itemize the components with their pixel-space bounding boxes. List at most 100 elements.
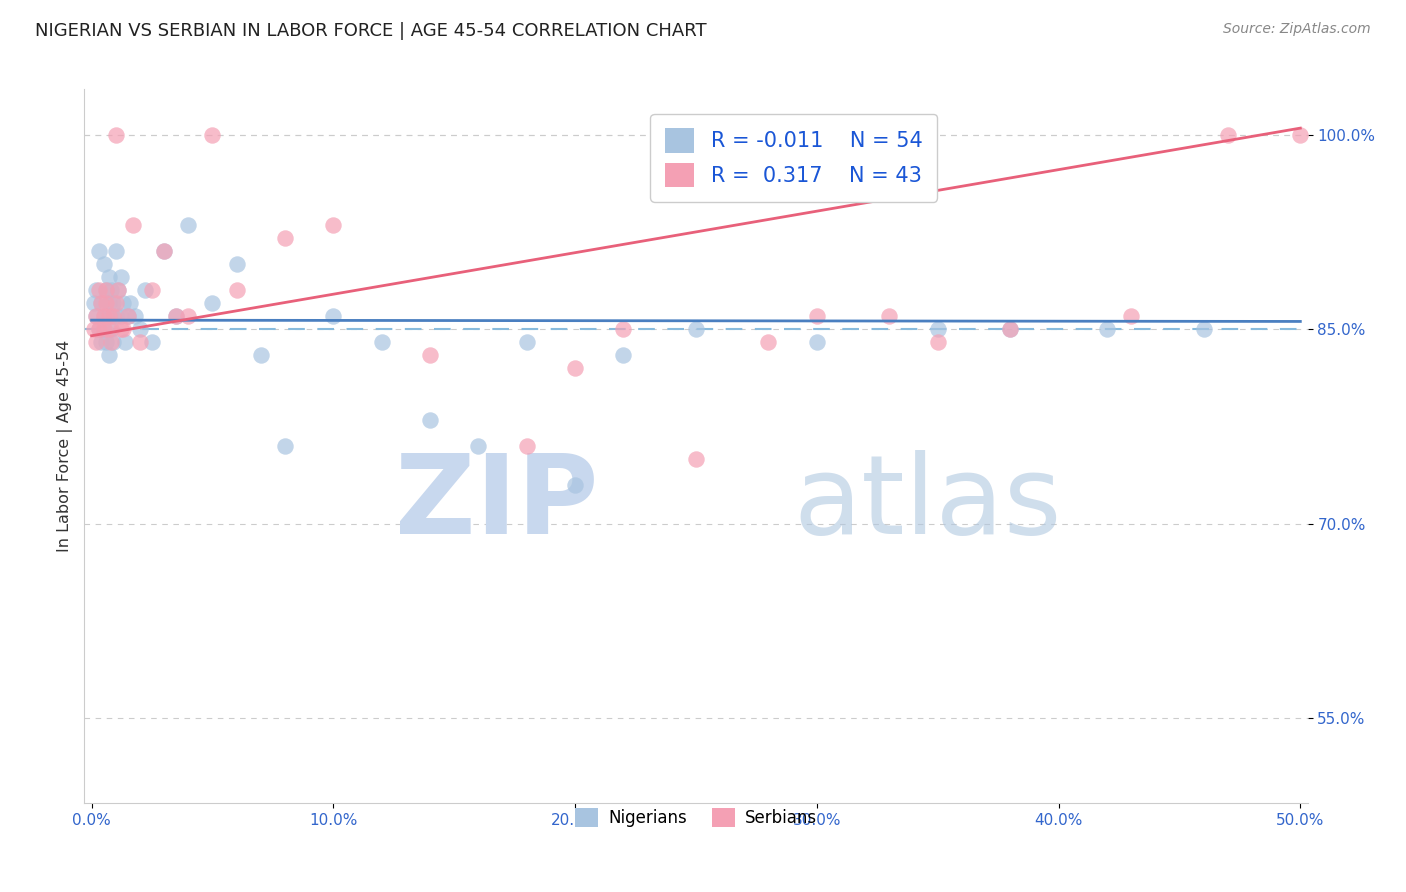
Point xyxy=(1216,128,1239,142)
Point xyxy=(806,335,828,350)
Point xyxy=(86,335,108,350)
Point xyxy=(117,310,139,324)
Point xyxy=(564,478,586,492)
Point xyxy=(90,335,112,350)
Point xyxy=(141,283,163,297)
Point xyxy=(120,296,142,310)
Point xyxy=(110,322,132,336)
Point xyxy=(97,322,120,336)
Point xyxy=(1000,322,1022,336)
Point xyxy=(322,219,344,233)
Point xyxy=(685,322,707,336)
Point xyxy=(516,439,538,453)
Point xyxy=(86,310,108,324)
Legend: Nigerians, Serbians: Nigerians, Serbians xyxy=(568,801,824,834)
Point xyxy=(612,322,634,336)
Point xyxy=(112,322,135,336)
Point xyxy=(177,219,200,233)
Point xyxy=(93,310,115,324)
Point xyxy=(927,322,949,336)
Point xyxy=(685,452,707,467)
Point xyxy=(83,296,105,310)
Point xyxy=(87,322,110,336)
Point xyxy=(104,310,127,324)
Point xyxy=(93,310,115,324)
Point xyxy=(97,296,120,310)
Point xyxy=(121,219,143,233)
Point xyxy=(104,128,127,142)
Point xyxy=(225,283,247,297)
Point xyxy=(250,348,273,362)
Point xyxy=(165,310,187,324)
Point xyxy=(927,335,949,350)
Point xyxy=(100,310,122,324)
Point xyxy=(100,322,122,336)
Point xyxy=(225,257,247,271)
Point xyxy=(97,310,120,324)
Point xyxy=(97,348,120,362)
Point xyxy=(93,257,115,271)
Point xyxy=(83,322,105,336)
Point xyxy=(322,310,344,324)
Point xyxy=(419,348,441,362)
Point xyxy=(879,310,901,324)
Point xyxy=(86,283,108,297)
Point xyxy=(107,283,129,297)
Point xyxy=(516,335,538,350)
Point xyxy=(94,296,117,310)
Point xyxy=(117,310,139,324)
Point xyxy=(107,283,129,297)
Point xyxy=(177,310,200,324)
Point xyxy=(114,335,136,350)
Point xyxy=(1095,322,1118,336)
Point xyxy=(165,310,187,324)
Point xyxy=(1000,322,1022,336)
Point xyxy=(274,439,297,453)
Point xyxy=(110,270,132,285)
Y-axis label: In Labor Force | Age 45-54: In Labor Force | Age 45-54 xyxy=(58,340,73,552)
Point xyxy=(201,128,224,142)
Point xyxy=(93,322,115,336)
Point xyxy=(104,296,127,310)
Point xyxy=(129,322,152,336)
Text: atlas: atlas xyxy=(794,450,1063,557)
Point xyxy=(100,335,122,350)
Point xyxy=(1192,322,1215,336)
Point xyxy=(1119,310,1142,324)
Point xyxy=(201,296,224,310)
Point xyxy=(90,296,112,310)
Point xyxy=(94,283,117,297)
Text: Source: ZipAtlas.com: Source: ZipAtlas.com xyxy=(1223,22,1371,37)
Point xyxy=(94,310,117,324)
Point xyxy=(134,283,156,297)
Point xyxy=(103,335,125,350)
Point xyxy=(564,361,586,376)
Point xyxy=(1289,128,1312,142)
Point xyxy=(153,244,176,259)
Point xyxy=(806,310,828,324)
Point xyxy=(87,322,110,336)
Point xyxy=(153,244,176,259)
Point xyxy=(94,335,117,350)
Point xyxy=(110,310,132,324)
Point xyxy=(274,231,297,245)
Point xyxy=(103,310,125,324)
Point xyxy=(90,296,112,310)
Point xyxy=(97,270,120,285)
Point xyxy=(758,335,780,350)
Point xyxy=(86,310,108,324)
Point xyxy=(129,335,152,350)
Text: ZIP: ZIP xyxy=(395,450,598,557)
Point xyxy=(124,310,146,324)
Point xyxy=(87,244,110,259)
Point xyxy=(94,283,117,297)
Point xyxy=(104,244,127,259)
Point xyxy=(612,348,634,362)
Point xyxy=(370,335,392,350)
Point xyxy=(141,335,163,350)
Point xyxy=(87,283,110,297)
Point xyxy=(467,439,489,453)
Point xyxy=(100,283,122,297)
Text: NIGERIAN VS SERBIAN IN LABOR FORCE | AGE 45-54 CORRELATION CHART: NIGERIAN VS SERBIAN IN LABOR FORCE | AGE… xyxy=(35,22,707,40)
Point xyxy=(112,296,135,310)
